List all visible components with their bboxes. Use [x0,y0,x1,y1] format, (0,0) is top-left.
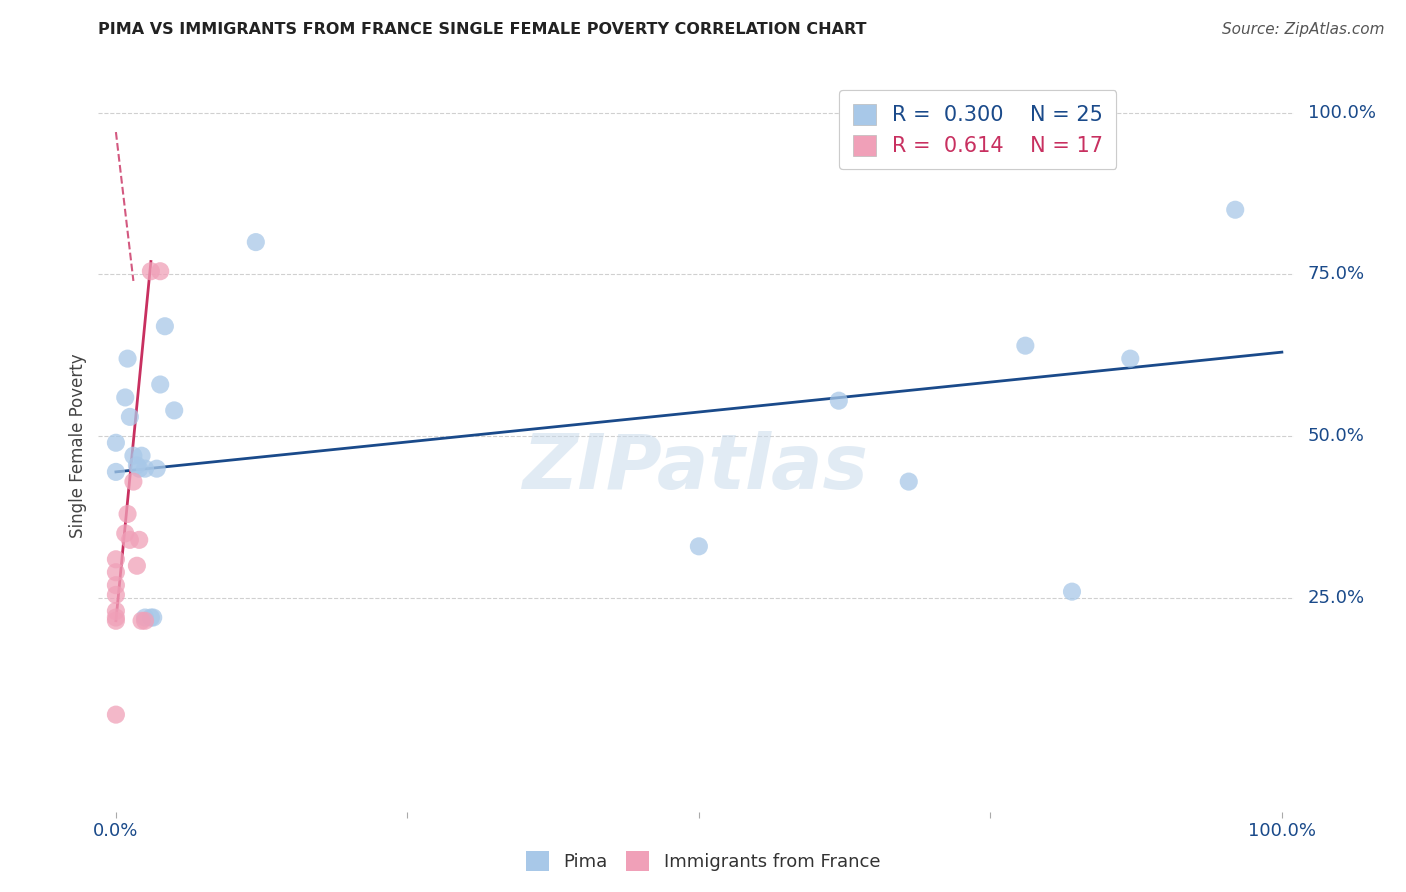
Point [149,377,172,392]
Point [104,465,127,479]
Point [688,539,710,553]
Point [122,449,145,463]
Point [828,393,851,408]
Point [104,707,127,722]
Text: 75.0%: 75.0% [1308,266,1365,284]
Legend: Pima, Immigrants from France: Pima, Immigrants from France [519,844,887,879]
Point [1119,351,1142,366]
Point [128,533,150,547]
Point [117,507,139,521]
Point [142,610,165,624]
Point [1014,339,1036,353]
Point [1225,202,1247,217]
Point [139,264,162,278]
Text: 100.0%: 100.0% [1308,103,1376,121]
Text: PIMA VS IMMIGRANTS FROM FRANCE SINGLE FEMALE POVERTY CORRELATION CHART: PIMA VS IMMIGRANTS FROM FRANCE SINGLE FE… [98,22,868,37]
Point [104,604,127,618]
Text: ZIPatlas: ZIPatlas [523,431,869,505]
Text: Source: ZipAtlas.com: Source: ZipAtlas.com [1222,22,1385,37]
Point [131,449,153,463]
Legend: R =  0.300    N = 25, R =  0.614    N = 17: R = 0.300 N = 25, R = 0.614 N = 17 [839,90,1116,169]
Point [1060,584,1083,599]
Text: 50.0%: 50.0% [1308,427,1365,445]
Point [104,566,127,580]
Point [131,614,153,628]
Point [134,614,156,628]
Point [163,403,186,417]
Point [897,475,920,489]
Point [118,409,141,424]
Point [104,588,127,602]
Point [104,578,127,592]
Point [139,610,162,624]
Y-axis label: Single Female Poverty: Single Female Poverty [69,354,87,538]
Text: 25.0%: 25.0% [1308,589,1365,607]
Point [134,461,156,475]
Point [104,610,127,624]
Point [128,461,150,475]
Point [145,461,167,475]
Point [118,533,141,547]
Point [117,351,139,366]
Point [134,610,156,624]
Point [149,264,172,278]
Point [122,475,145,489]
Point [245,235,267,249]
Point [104,435,127,450]
Point [104,552,127,566]
Point [104,614,127,628]
Point [153,319,176,334]
Point [114,391,136,405]
Point [125,558,148,573]
Point [125,458,148,473]
Point [114,526,136,541]
